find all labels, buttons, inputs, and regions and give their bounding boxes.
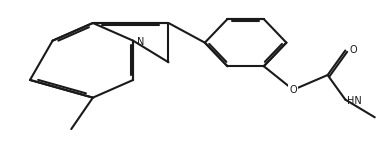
Text: O: O — [349, 44, 357, 54]
Text: HN: HN — [347, 96, 362, 106]
Text: O: O — [289, 85, 297, 95]
Text: N: N — [137, 37, 144, 47]
